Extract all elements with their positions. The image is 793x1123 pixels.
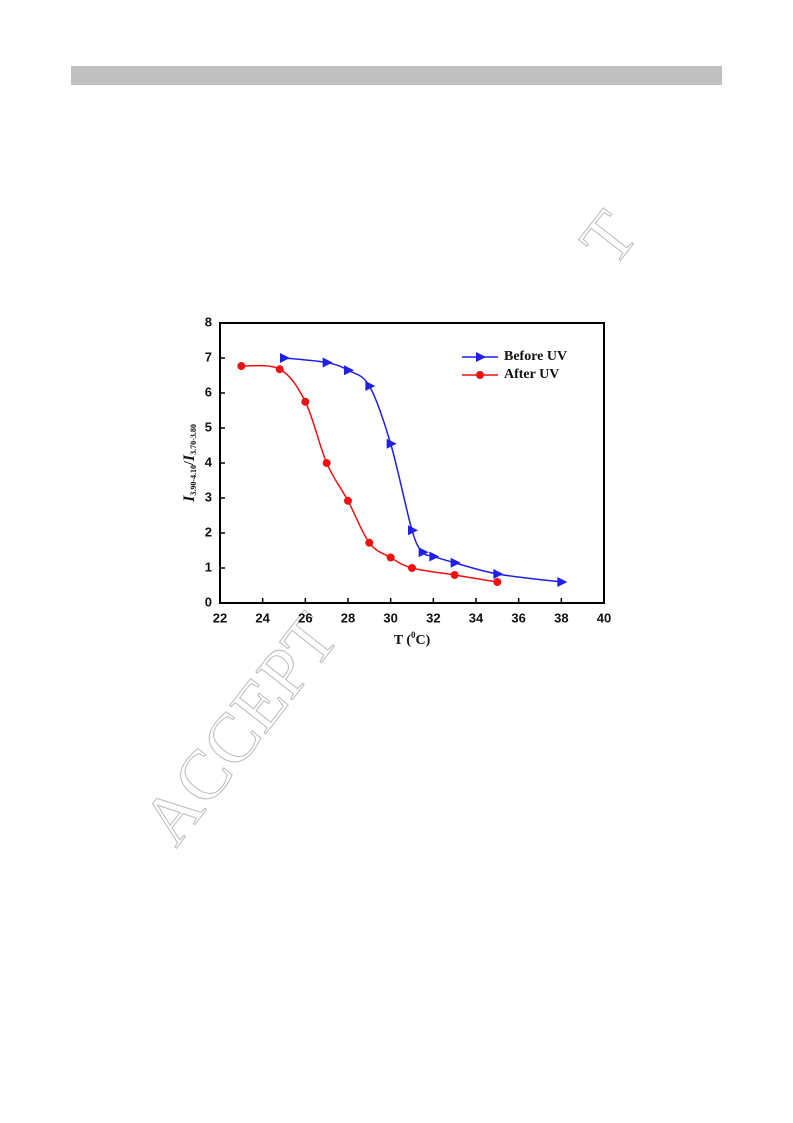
y-tick-label: 2 [205, 524, 212, 539]
y-axis-label-part: 3.90-4.10 [189, 465, 198, 496]
x-tick-label: 34 [469, 610, 484, 625]
x-tick-label: 36 [511, 610, 525, 625]
y-tick-label: 7 [205, 349, 212, 364]
x-tick-label: 22 [213, 610, 227, 625]
y-axis-label-part: I [181, 495, 198, 503]
point [450, 571, 459, 579]
x-axis-label-part: 0 [411, 630, 416, 640]
y-tick-label: 3 [205, 489, 212, 504]
y-axis-label: I3.90-4.10/I3.70-3.80 [181, 424, 199, 503]
point [386, 553, 395, 562]
y-tick-label: 8 [205, 314, 212, 329]
point [365, 381, 376, 391]
legend-label: After UV [504, 367, 559, 382]
point [365, 538, 374, 547]
point [275, 365, 284, 374]
point [493, 578, 502, 586]
point [301, 397, 310, 406]
legend-label: Before UV [504, 349, 567, 364]
point [418, 547, 429, 558]
point [322, 357, 333, 368]
point [476, 371, 484, 379]
x-tick-label: 24 [255, 610, 270, 625]
x-axis-label-part: T ( [394, 633, 412, 648]
point [280, 353, 290, 363]
series-line [241, 364, 498, 583]
point [344, 496, 352, 505]
y-axis-label-part: I [181, 454, 198, 462]
point [493, 568, 504, 579]
y-tick-label: 5 [205, 419, 212, 434]
header-bar [71, 66, 722, 85]
point [408, 525, 418, 536]
x-tick-label: 40 [597, 610, 611, 625]
y-tick-label: 4 [205, 454, 213, 469]
x-axis-label-part: C) [415, 633, 430, 648]
y-tick-label: 0 [205, 594, 212, 609]
point [408, 564, 416, 572]
series-line [283, 357, 562, 583]
x-tick-label: 30 [383, 610, 397, 625]
point [386, 438, 397, 449]
plot-frame [219, 322, 605, 604]
y-tick-label: 1 [205, 559, 212, 574]
point [322, 459, 331, 467]
y-tick-label: 6 [205, 384, 212, 399]
point [429, 551, 440, 562]
y-axis-label-part: / [182, 460, 197, 466]
y-axis-label-part: 3.70-3.80 [189, 424, 198, 455]
x-axis-label: T (0C) [394, 630, 431, 648]
point [557, 577, 568, 587]
point [344, 365, 354, 376]
x-tick-label: 38 [554, 610, 568, 625]
point [476, 352, 486, 362]
point [237, 362, 246, 371]
x-tick-label: 28 [341, 610, 355, 625]
x-tick-label: 26 [298, 610, 312, 625]
x-tick-label: 32 [426, 610, 440, 625]
point [450, 557, 461, 568]
